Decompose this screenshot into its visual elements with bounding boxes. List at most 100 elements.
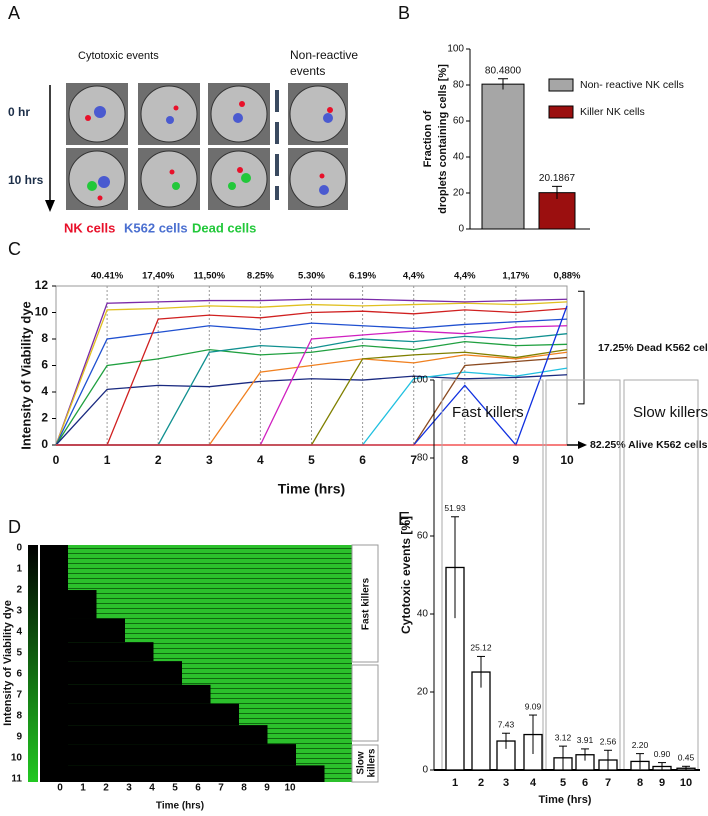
x-tick-label: 8 <box>461 453 468 467</box>
y-tick-label: 9 <box>16 732 22 743</box>
y-tick-label: 6 <box>16 669 22 680</box>
y-tick-label: 100 <box>447 44 464 55</box>
x-tick-label: 2 <box>478 777 484 789</box>
x-tick-label: 8 <box>241 783 247 794</box>
onset-band <box>68 725 268 745</box>
onset-band <box>68 684 211 704</box>
value-label: 0.45 <box>678 753 695 763</box>
x-tick-label: 9 <box>659 777 665 789</box>
y-axis-label: Cytotoxic events [%] <box>399 516 413 634</box>
y-tick-label: 4 <box>41 384 48 398</box>
cell-legend: Dead cells <box>192 220 256 235</box>
series-line <box>55 318 568 446</box>
panel-label: B <box>398 3 410 23</box>
y-tick-label: 2 <box>16 585 22 596</box>
y-tick-label: 5 <box>16 648 22 659</box>
x-tick-label: 9 <box>264 783 270 794</box>
x-axis-label: Time (hrs) <box>156 801 204 812</box>
x-tick-label: 2 <box>103 783 109 794</box>
y-tick-label: 6 <box>41 358 48 372</box>
x-tick-label: 4 <box>530 777 537 789</box>
y-tick-label: 20 <box>417 687 429 698</box>
y-tick-label: 20 <box>453 188 465 199</box>
scale-strip <box>28 545 38 782</box>
x-tick-label: 6 <box>195 783 201 794</box>
time-share-label: 1,17% <box>502 271 529 282</box>
time-share-label: 11,50% <box>193 271 225 282</box>
series-line <box>55 301 568 446</box>
value-label: 3.12 <box>555 732 572 742</box>
x-tick-label: 0 <box>57 783 63 794</box>
x-tick-label: 1 <box>452 777 458 789</box>
group-box <box>351 544 379 663</box>
series-line <box>56 307 568 446</box>
value-label: 2.20 <box>632 740 649 750</box>
y-tick-label: 2 <box>41 411 48 425</box>
row-label: 10 hrs <box>8 173 44 187</box>
legend-swatch <box>548 78 574 92</box>
group-box <box>351 744 379 783</box>
y-tick-label: 8 <box>16 711 22 722</box>
time-share-label: 5.30% <box>298 271 325 282</box>
panel-label: C <box>8 239 21 259</box>
onset-band <box>68 765 325 782</box>
onset-band <box>68 703 239 726</box>
series-line <box>55 374 568 446</box>
x-tick-label: 10 <box>284 783 296 794</box>
x-tick-label: 9 <box>513 453 520 467</box>
x-tick-label: 5 <box>560 777 566 789</box>
x-tick-label: 7 <box>218 783 224 794</box>
y-tick-label: 11 <box>11 774 22 785</box>
x-tick-label: 3 <box>503 777 509 789</box>
y-tick-label: 4 <box>16 627 22 638</box>
legend-swatch <box>548 105 574 119</box>
x-tick-label: 10 <box>560 453 574 467</box>
panel-label: D <box>8 517 21 537</box>
x-tick-label: 6 <box>582 777 588 789</box>
y-tick-label: 80 <box>453 80 465 91</box>
x-tick-label: 2 <box>155 453 162 467</box>
panel-a-images <box>45 83 348 212</box>
y-tick-label: 3 <box>16 606 22 617</box>
annotation: 17.25% Dead K562 cells <box>598 342 708 354</box>
value-label: 51.93 <box>444 503 466 513</box>
bracket <box>578 290 585 405</box>
y-axis-label: droplets containing cells [%] <box>437 64 449 214</box>
y-tick-label: 0 <box>458 224 464 235</box>
x-tick-label: 1 <box>80 783 86 794</box>
legend-label: Killer NK cells <box>580 106 645 118</box>
cell-legend: K562 cells <box>124 220 188 235</box>
y-tick-label: 0 <box>16 543 22 554</box>
onset-band <box>68 590 97 619</box>
value-label: 3.91 <box>577 735 594 745</box>
row-label: 0 hr <box>8 105 30 119</box>
y-tick-label: 1 <box>16 564 22 575</box>
group-label: Slow <box>356 751 367 775</box>
arrow-head <box>578 441 587 449</box>
group-label: Slow killers <box>633 404 708 421</box>
time-share-label: 40.41% <box>91 271 124 282</box>
y-tick-label: 80 <box>417 453 429 464</box>
y-tick-label: 10 <box>11 753 23 764</box>
onset-band <box>68 744 296 766</box>
column-header: events <box>290 64 325 78</box>
annotation: 82.25% Alive K562 cells <box>590 439 708 451</box>
y-tick-label: 0 <box>41 437 48 451</box>
value-label: 7.43 <box>498 719 515 729</box>
column-header: Non-reactive <box>290 48 358 62</box>
x-axis-label: Time (hrs) <box>539 794 592 806</box>
time-share-label: 4,4% <box>454 271 476 282</box>
time-share-label: 6.19% <box>349 271 376 282</box>
x-tick-label: 3 <box>206 453 213 467</box>
value-label: 2.56 <box>600 737 617 747</box>
value-label: 20.1867 <box>539 173 576 184</box>
group-box <box>351 664 379 742</box>
y-axis-label: Fraction of <box>422 110 434 167</box>
panel-label: A <box>8 3 20 23</box>
value-label: 0.90 <box>654 749 671 759</box>
onset-band <box>68 642 154 662</box>
onset-band <box>68 661 182 685</box>
legend-label: Non- reactive NK cells <box>580 79 684 91</box>
series-line <box>55 298 568 446</box>
